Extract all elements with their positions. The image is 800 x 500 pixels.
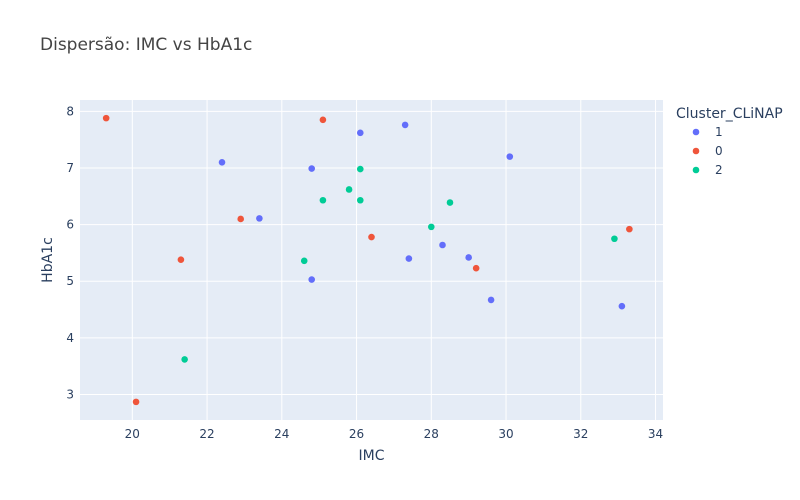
data-point-cluster-0 (237, 215, 244, 223)
x-tick-label: 22 (199, 427, 214, 441)
x-tick-label: 32 (573, 427, 588, 441)
data-point-cluster-2 (300, 257, 308, 265)
data-point-cluster-1 (401, 121, 409, 129)
x-tick-label: 34 (648, 427, 663, 441)
legend-label-1: 1 (715, 125, 723, 139)
data-points (102, 114, 633, 406)
data-point-cluster-0 (368, 233, 375, 241)
plot-area (80, 100, 663, 420)
data-point-cluster-1 (256, 215, 263, 222)
legend-marker-1 (692, 128, 700, 136)
data-point-cluster-2 (319, 196, 327, 204)
data-point-cluster-1 (439, 241, 446, 249)
x-tick-label: 26 (349, 427, 364, 441)
grid-lines (80, 100, 663, 420)
y-tick-label: 8 (66, 104, 74, 118)
legend-label-0: 0 (715, 144, 723, 158)
legend-marker-0 (692, 147, 700, 155)
legend-title: Cluster_CLiNAP (676, 106, 783, 122)
data-point-cluster-0 (132, 398, 140, 406)
x-tick-label: 30 (498, 427, 513, 441)
data-point-cluster-2 (345, 186, 353, 193)
y-tick-label: 3 (66, 388, 74, 402)
legend-marker-2 (692, 166, 700, 174)
data-point-cluster-0 (177, 256, 185, 264)
data-point-cluster-2 (356, 196, 364, 204)
y-tick-label: 4 (66, 331, 74, 345)
y-tick-label: 7 (66, 161, 74, 175)
chart-title: Dispersão: IMC vs HbA1c (40, 35, 252, 55)
x-axis-title: IMC (359, 448, 385, 464)
x-tick-label: 28 (424, 427, 439, 441)
data-point-cluster-0 (472, 264, 480, 272)
data-point-cluster-1 (506, 153, 514, 160)
data-point-cluster-1 (308, 165, 316, 172)
x-tick-label: 20 (125, 427, 140, 441)
data-point-cluster-1 (487, 296, 495, 304)
legend-label-2: 2 (715, 163, 723, 177)
x-tick-label: 24 (274, 427, 289, 441)
data-point-cluster-1 (405, 255, 413, 262)
data-point-cluster-0 (102, 114, 110, 122)
data-point-cluster-1 (618, 302, 626, 310)
data-point-cluster-0 (626, 225, 633, 233)
y-tick-label: 6 (66, 218, 74, 232)
data-point-cluster-2 (446, 199, 454, 206)
data-point-cluster-0 (319, 116, 327, 124)
data-point-cluster-1 (308, 276, 316, 283)
data-point-cluster-1 (465, 254, 472, 261)
data-point-cluster-2 (427, 223, 435, 231)
legend[interactable]: Cluster_CLiNAP 1 0 2 (676, 106, 783, 177)
y-tick-label: 5 (66, 274, 74, 288)
y-axis-title: HbA1c (40, 237, 56, 283)
data-point-cluster-1 (218, 159, 226, 166)
data-point-cluster-2 (611, 235, 618, 243)
data-point-cluster-1 (356, 129, 364, 137)
data-point-cluster-2 (356, 165, 364, 173)
data-point-cluster-2 (181, 356, 188, 363)
